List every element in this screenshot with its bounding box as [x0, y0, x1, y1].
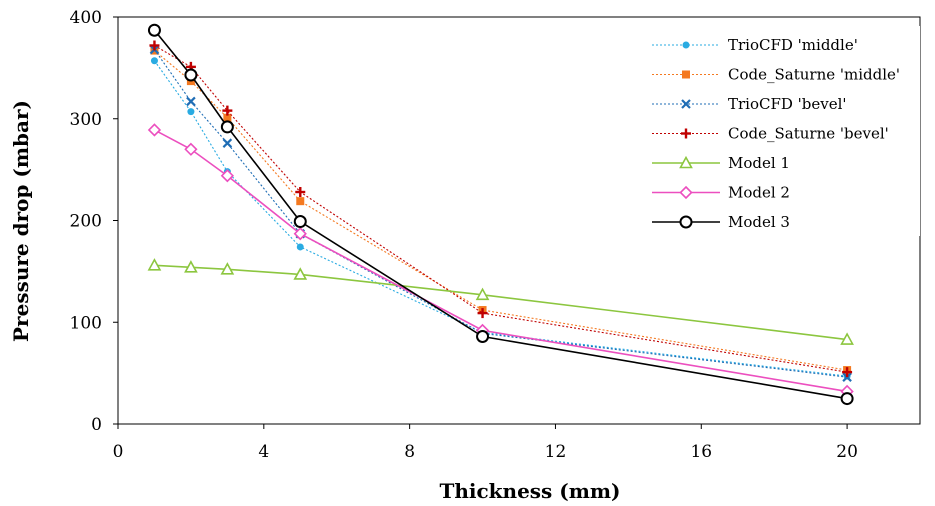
- legend-item: TrioCFD 'middle': [652, 36, 858, 54]
- data-point: [147, 23, 161, 37]
- series-line: [154, 129, 848, 393]
- data-point: [682, 41, 690, 49]
- series-line: [153, 29, 848, 400]
- data-point: [682, 70, 690, 79]
- y-tick-label: 0: [91, 415, 102, 435]
- data-point-stroke: [222, 138, 233, 148]
- x-tick-label: 12: [545, 442, 567, 462]
- legend: TrioCFD 'middle' Code_Saturne 'middle' Tri…: [642, 26, 920, 236]
- legend-label: Code_Saturne 'bevel': [728, 125, 889, 143]
- x-tick-label: 8: [404, 442, 415, 462]
- series-line: [154, 45, 848, 373]
- data-point: [147, 123, 162, 137]
- legend-label: Model 3: [728, 213, 790, 231]
- data-point-stroke: [681, 99, 691, 109]
- x-tick-label: 20: [836, 442, 858, 462]
- data-point: [220, 169, 234, 183]
- data-point: [223, 113, 232, 122]
- data-point: [220, 262, 235, 275]
- legend-label: Model 2: [728, 184, 790, 202]
- legend-label: Model 1: [728, 154, 790, 172]
- data-point: [476, 329, 490, 343]
- data-point: [149, 40, 160, 51]
- y-axis-title: Pressure drop (mbar): [9, 100, 33, 342]
- data-point: [295, 187, 306, 198]
- series-5: [147, 258, 854, 345]
- data-point: [293, 227, 307, 241]
- data-point: [475, 287, 490, 301]
- data-point: [147, 258, 162, 271]
- data-point: [842, 367, 853, 378]
- legend-item: TrioCFD 'bevel': [652, 95, 847, 113]
- data-point: [296, 197, 305, 206]
- data-point-stroke: [842, 372, 852, 382]
- data-point: [186, 96, 196, 107]
- legend-item: Model 1: [652, 154, 790, 172]
- x-tick-label: 4: [258, 442, 269, 462]
- data-point: [220, 120, 234, 134]
- x-tick-label: 0: [113, 442, 124, 462]
- series-4: [149, 40, 853, 378]
- data-point: [184, 68, 198, 82]
- data-point-stroke: [186, 96, 196, 107]
- y-tick-label: 200: [70, 212, 102, 232]
- data-point: [840, 332, 854, 345]
- data-point: [150, 57, 158, 65]
- data-point: [840, 392, 854, 406]
- y-axis-ticks: 0 100 200 300 400: [70, 8, 118, 435]
- data-point: [679, 155, 693, 169]
- data-point: [681, 128, 691, 139]
- legend-label: TrioCFD 'bevel': [728, 95, 847, 113]
- series-layer: [147, 23, 854, 406]
- data-point: [681, 99, 691, 109]
- data-point: [293, 215, 307, 229]
- data-point: [222, 138, 233, 148]
- data-point: [187, 108, 195, 116]
- data-point: [222, 105, 233, 116]
- data-point: [477, 308, 488, 319]
- data-point: [184, 260, 198, 273]
- x-axis-ticks: 0 4 8 12 16 20: [113, 424, 858, 462]
- y-tick-label: 400: [70, 8, 102, 28]
- data-point: [296, 243, 304, 251]
- legend-item: Code_Saturne 'middle': [652, 66, 900, 84]
- series-line: [154, 264, 848, 341]
- data-point: [293, 267, 308, 280]
- data-point: [842, 372, 852, 382]
- y-tick-label: 100: [70, 313, 102, 333]
- legend-label: Code_Saturne 'middle': [728, 66, 900, 84]
- x-axis-title: Thickness (mm): [439, 479, 620, 503]
- legend-item: Model 2: [652, 184, 790, 202]
- legend-background: [642, 26, 920, 236]
- data-point: [184, 142, 198, 156]
- series-line: [154, 60, 848, 377]
- series-7: [147, 23, 854, 406]
- y-tick-label: 300: [70, 110, 102, 130]
- data-point: [679, 185, 693, 200]
- legend-item: Code_Saturne 'bevel': [652, 125, 889, 143]
- legend-label: TrioCFD 'middle': [728, 36, 858, 54]
- x-tick-label: 16: [690, 442, 712, 462]
- legend-item: Model 3: [652, 213, 790, 231]
- data-point: [679, 215, 693, 229]
